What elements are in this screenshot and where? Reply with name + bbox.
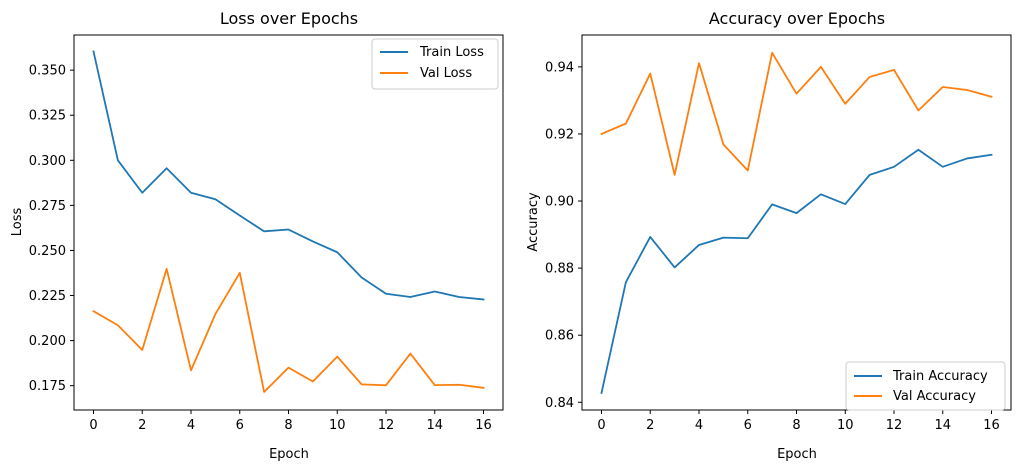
loss-legend-label-val: Val Loss xyxy=(420,66,472,81)
loss-legend-label-train: Train Loss xyxy=(419,45,484,60)
loss-x-tick-label: 16 xyxy=(475,418,492,433)
accuracy-axes-frame xyxy=(581,34,1012,411)
loss-x-axis-label: Epoch xyxy=(269,447,309,462)
accuracy-x-tick-label: 6 xyxy=(744,418,752,433)
loss-y-axis-label: Loss xyxy=(10,208,25,237)
loss-y-tick-label: 0.300 xyxy=(29,154,66,169)
loss-y-tick-label: 0.275 xyxy=(29,199,66,214)
loss-x-tick-label: 6 xyxy=(236,418,244,433)
loss-plot-area xyxy=(92,50,485,393)
accuracy-x-tick-label: 8 xyxy=(792,418,800,433)
accuracy-y-tick-label: 0.84 xyxy=(545,396,574,411)
loss-x-tick-label: 4 xyxy=(187,418,195,433)
accuracy-x-tick-label: 0 xyxy=(597,418,605,433)
accuracy-series-train-line xyxy=(600,148,993,394)
loss-y-tick-label: 0.325 xyxy=(29,109,66,124)
loss-x-tick-label: 14 xyxy=(426,418,443,433)
loss-x-tick-label: 0 xyxy=(89,418,97,433)
loss-y-tick-label: 0.225 xyxy=(29,289,66,304)
accuracy-x-ticks: 0 2 4 6 8 10 12 14 16 xyxy=(597,410,1000,433)
loss-y-ticks: 0.175 0.200 0.225 0.250 0.275 0.300 0.325 0.350 xyxy=(29,64,74,394)
accuracy-y-axis-label: Accuracy xyxy=(526,192,541,252)
loss-legend: Train Loss Val Loss xyxy=(371,38,499,90)
loss-y-tick-label: 0.175 xyxy=(29,379,66,394)
accuracy-legend-label-train: Train Accuracy xyxy=(892,369,988,384)
accuracy-chart: Accuracy over Epochs 0 2 4 6 8 10 12 14 16 0.840… xyxy=(526,9,1012,462)
loss-y-tick-label: 0.200 xyxy=(29,334,66,349)
loss-chart-title: Loss over Epochs xyxy=(220,9,358,28)
loss-x-tick-label: 10 xyxy=(329,418,346,433)
accuracy-y-tick-label: 0.86 xyxy=(545,329,574,344)
loss-y-tick-label: 0.350 xyxy=(29,64,66,79)
loss-x-tick-label: 12 xyxy=(378,418,395,433)
accuracy-chart-title: Accuracy over Epochs xyxy=(709,9,885,28)
accuracy-x-tick-label: 4 xyxy=(695,418,703,433)
accuracy-x-tick-label: 12 xyxy=(886,418,903,433)
loss-series-train-line xyxy=(92,50,485,301)
accuracy-x-tick-label: 14 xyxy=(934,418,951,433)
accuracy-y-ticks: 0.84 0.86 0.88 0.90 0.92 0.94 xyxy=(545,60,582,411)
loss-series-val-line xyxy=(92,267,485,393)
accuracy-series-val-line xyxy=(600,51,993,176)
accuracy-legend-label-val: Val Accuracy xyxy=(893,389,976,404)
loss-y-tick-label: 0.250 xyxy=(29,244,66,259)
accuracy-y-tick-label: 0.94 xyxy=(545,60,574,75)
accuracy-y-tick-label: 0.90 xyxy=(545,195,574,210)
accuracy-y-tick-label: 0.92 xyxy=(545,127,574,142)
accuracy-legend-box xyxy=(845,361,1006,411)
accuracy-x-axis-label: Epoch xyxy=(777,447,817,462)
accuracy-x-tick-label: 16 xyxy=(983,418,1000,433)
loss-x-ticks: 0 2 4 6 8 10 12 14 16 xyxy=(89,410,492,433)
accuracy-x-tick-label: 2 xyxy=(646,418,654,433)
loss-x-tick-label: 2 xyxy=(138,418,146,433)
accuracy-x-tick-label: 10 xyxy=(837,418,854,433)
loss-chart: Loss over Epochs 0 2 4 6 8 10 12 14 16 0.175 0.20… xyxy=(10,9,504,462)
accuracy-legend: Train Accuracy Val Accuracy xyxy=(845,361,1006,411)
accuracy-y-tick-label: 0.88 xyxy=(545,262,574,277)
accuracy-plot-area xyxy=(600,51,993,394)
loss-axes-frame xyxy=(73,34,504,411)
loss-x-tick-label: 8 xyxy=(284,418,292,433)
